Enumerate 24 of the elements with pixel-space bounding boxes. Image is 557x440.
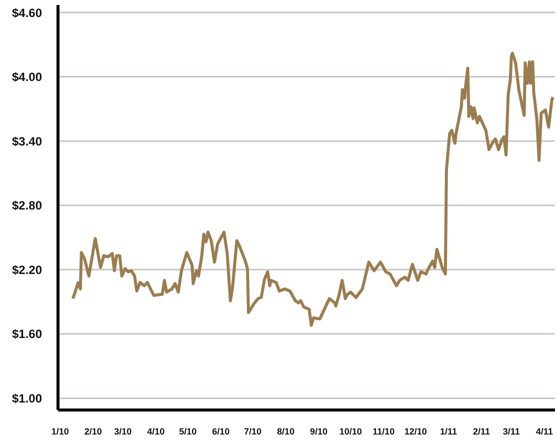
x-tick-label: 2/10 xyxy=(84,426,102,436)
x-tick-label: 7/10 xyxy=(244,426,262,436)
line-series xyxy=(71,52,554,327)
y-tick-label: $2.20 xyxy=(12,262,42,277)
y-tick-label: $4.60 xyxy=(12,6,42,20)
x-tick-label: 3/11 xyxy=(502,426,520,436)
y-tick-label: $1.60 xyxy=(12,327,42,342)
x-tick-label: 6/10 xyxy=(212,426,230,436)
x-tick-label: 5/10 xyxy=(179,426,197,436)
x-tick-label: 8/10 xyxy=(276,426,295,436)
x-tick-label: 12/10 xyxy=(404,426,427,436)
x-tick-label: 2/11 xyxy=(473,426,490,436)
y-tick-label: $3.40 xyxy=(12,134,42,148)
x-tick-label: 3/10 xyxy=(114,426,132,436)
x-tick-label: 9/10 xyxy=(310,426,328,436)
y-tick-label: $4.00 xyxy=(12,70,42,84)
x-tick-label: 1/11 xyxy=(440,426,458,436)
y-tick-label: $2.80 xyxy=(12,198,42,213)
x-tick-label: 11/10 xyxy=(372,426,395,436)
x-tick-label: 1/10 xyxy=(51,426,69,436)
y-tick-label: $1.00 xyxy=(12,391,42,406)
x-tick-label: 4/11 xyxy=(536,426,553,436)
x-tick-label: 10/10 xyxy=(339,426,362,436)
x-tick-label: 4/10 xyxy=(147,426,165,436)
